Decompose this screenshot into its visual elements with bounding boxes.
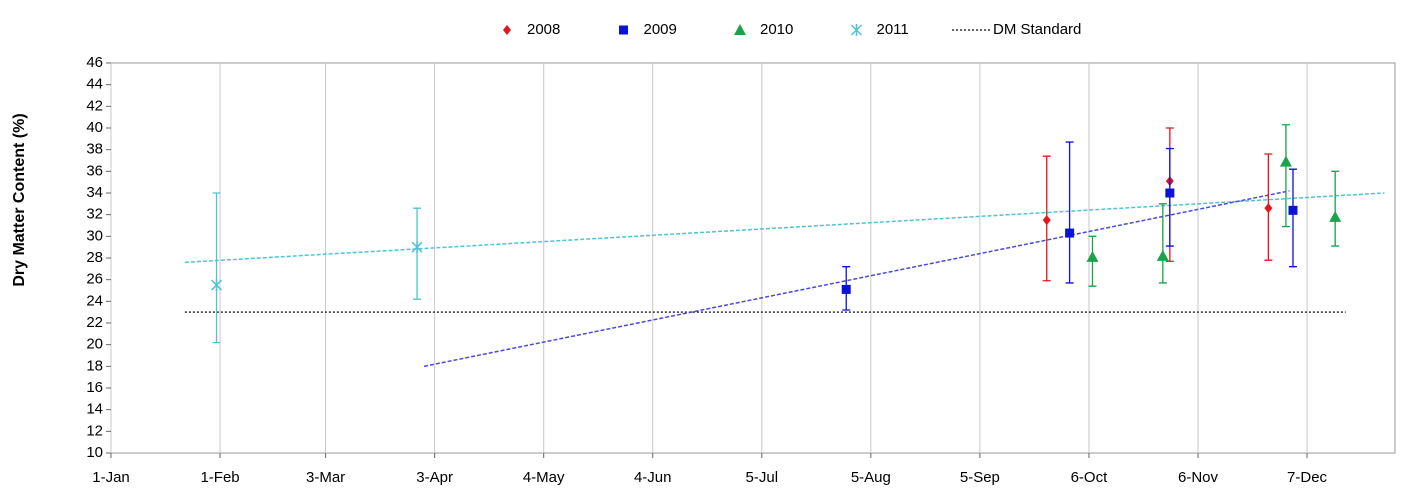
x-tick-label: 5-Aug <box>851 469 891 486</box>
trendline <box>423 190 1290 368</box>
y-tick-label: 16 <box>86 379 103 396</box>
data-point <box>211 279 223 292</box>
x-tick-label: 5-Sep <box>960 469 1000 486</box>
y-tick-label: 34 <box>86 184 103 201</box>
legend-label: 2009 <box>644 21 677 38</box>
data-point <box>1065 228 1075 238</box>
x-tick-label: 7-Dec <box>1287 469 1328 486</box>
x-tick-label: 6-Nov <box>1178 469 1219 486</box>
y-tick-label: 42 <box>86 97 103 114</box>
error-bar <box>1288 168 1297 268</box>
plot-area <box>110 62 1396 454</box>
y-tick-label: 44 <box>86 76 103 93</box>
error-bar <box>413 207 422 300</box>
y-tick-label: 36 <box>86 162 103 179</box>
legend-label: 2011 <box>877 21 909 38</box>
data-point <box>1279 155 1292 167</box>
error-bar <box>1158 203 1167 284</box>
data-point <box>1165 188 1175 198</box>
data-point <box>1156 249 1169 261</box>
y-tick-label: 40 <box>86 119 103 136</box>
y-tick-label: 28 <box>86 249 103 266</box>
x-tick-label: 4-May <box>523 469 565 486</box>
x-tick-label: 4-Jun <box>634 469 672 486</box>
x-tick-label: 1-Jan <box>92 469 130 486</box>
legend-label: DM Standard <box>993 21 1081 38</box>
y-tick-label: 32 <box>86 206 103 223</box>
legend-marker <box>619 25 628 35</box>
error-bar <box>1281 124 1290 228</box>
x-tick-label: 6-Oct <box>1071 469 1109 486</box>
y-tick-label: 22 <box>86 314 103 331</box>
y-tick-label: 12 <box>86 422 103 439</box>
data-point <box>1086 250 1099 262</box>
legend-marker <box>503 25 511 35</box>
x-tick-label: 3-Apr <box>416 469 453 486</box>
y-tick-label: 38 <box>86 141 103 158</box>
error-bar <box>1331 170 1340 247</box>
y-tick-label: 10 <box>86 444 103 461</box>
y-tick-label: 26 <box>86 271 103 288</box>
data-point <box>411 241 423 254</box>
y-tick-label: 30 <box>86 227 103 244</box>
x-tick-label: 1-Feb <box>200 469 239 486</box>
y-axis-label: Dry Matter Content (%) <box>11 113 28 286</box>
trendline <box>184 192 1385 264</box>
legend-label: 2008 <box>527 21 560 38</box>
error-bar <box>1065 141 1074 284</box>
legend-label: 2010 <box>760 21 793 38</box>
legend-marker <box>734 24 746 35</box>
y-tick-label: 14 <box>86 401 103 418</box>
y-tick-label: 46 <box>86 54 103 71</box>
data-point <box>1042 215 1051 226</box>
legend-marker <box>850 24 863 36</box>
data-point <box>841 284 851 294</box>
x-tick-label: 5-Jul <box>746 469 779 486</box>
y-tick-label: 20 <box>86 336 103 353</box>
data-point <box>1329 210 1342 222</box>
y-tick-label: 24 <box>86 292 103 309</box>
data-point <box>1288 205 1298 215</box>
x-tick-label: 3-Mar <box>306 469 345 486</box>
data-point <box>1264 203 1273 214</box>
error-bar <box>212 192 221 344</box>
y-tick-label: 18 <box>86 357 103 374</box>
